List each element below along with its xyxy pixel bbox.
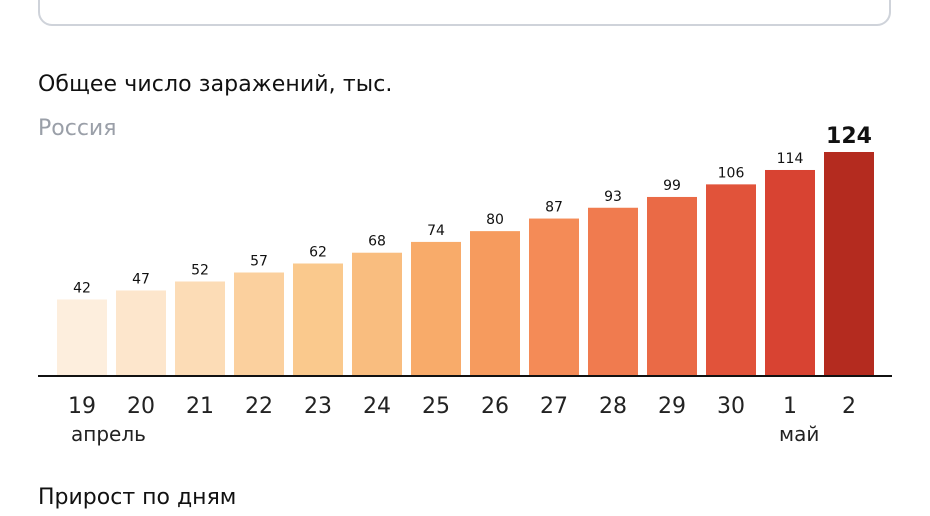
chart-title: Общее число заражений, тыс. xyxy=(38,72,393,97)
bar-27 xyxy=(529,218,579,375)
month-label-12: май xyxy=(779,422,819,446)
value-label-23: 62 xyxy=(309,245,327,261)
value-label-19: 42 xyxy=(73,280,91,296)
bar-23 xyxy=(293,263,343,375)
bar-1 xyxy=(765,169,815,375)
x-tick-30: 30 xyxy=(717,394,745,419)
chart-subtitle: Россия xyxy=(38,116,117,141)
x-tick-labels-group: 19 20 21 22 23 24 25 26 27 28 29 30 1 2 xyxy=(68,394,856,419)
bar-19 xyxy=(57,299,107,375)
month-labels-group: апрель май xyxy=(71,422,819,446)
value-label-30: 106 xyxy=(718,165,745,181)
value-label-21: 52 xyxy=(191,262,209,278)
x-tick-19: 19 xyxy=(68,394,96,419)
value-label-2: 124 xyxy=(826,124,872,149)
x-tick-21: 21 xyxy=(186,394,214,419)
bar-30 xyxy=(706,184,756,375)
bar-26 xyxy=(470,231,520,375)
bar-28 xyxy=(588,207,638,375)
x-tick-1: 1 xyxy=(783,394,797,419)
bar-2 xyxy=(824,152,874,375)
x-tick-28: 28 xyxy=(599,394,627,419)
value-labels-group: 42 47 52 57 62 68 74 80 87 93 99 106 114 124 xyxy=(73,124,872,296)
x-tick-20: 20 xyxy=(127,394,155,419)
value-label-1: 114 xyxy=(777,151,804,167)
value-label-29: 99 xyxy=(663,178,681,194)
bar-25 xyxy=(411,241,461,375)
value-label-27: 87 xyxy=(545,200,563,216)
bar-29 xyxy=(647,196,697,375)
bar-22 xyxy=(234,272,284,375)
value-label-26: 80 xyxy=(486,212,504,228)
x-tick-2: 2 xyxy=(842,394,856,419)
x-tick-22: 22 xyxy=(245,394,273,419)
daily-growth-title: Прирост по дням xyxy=(38,485,237,510)
value-label-28: 93 xyxy=(604,189,622,205)
x-tick-24: 24 xyxy=(363,394,391,419)
bar-24 xyxy=(352,252,402,375)
x-tick-27: 27 xyxy=(540,394,568,419)
x-tick-26: 26 xyxy=(481,394,509,419)
bar-21 xyxy=(175,281,225,375)
value-label-24: 68 xyxy=(368,234,386,250)
value-label-22: 57 xyxy=(250,253,268,269)
x-tick-29: 29 xyxy=(658,394,686,419)
x-tick-25: 25 xyxy=(422,394,450,419)
bars-group xyxy=(57,152,874,375)
x-tick-23: 23 xyxy=(304,394,332,419)
previous-card xyxy=(38,0,891,26)
bar-20 xyxy=(116,290,166,375)
value-label-25: 74 xyxy=(427,223,445,239)
value-label-20: 47 xyxy=(132,271,150,287)
month-label-0: апрель xyxy=(71,422,146,446)
